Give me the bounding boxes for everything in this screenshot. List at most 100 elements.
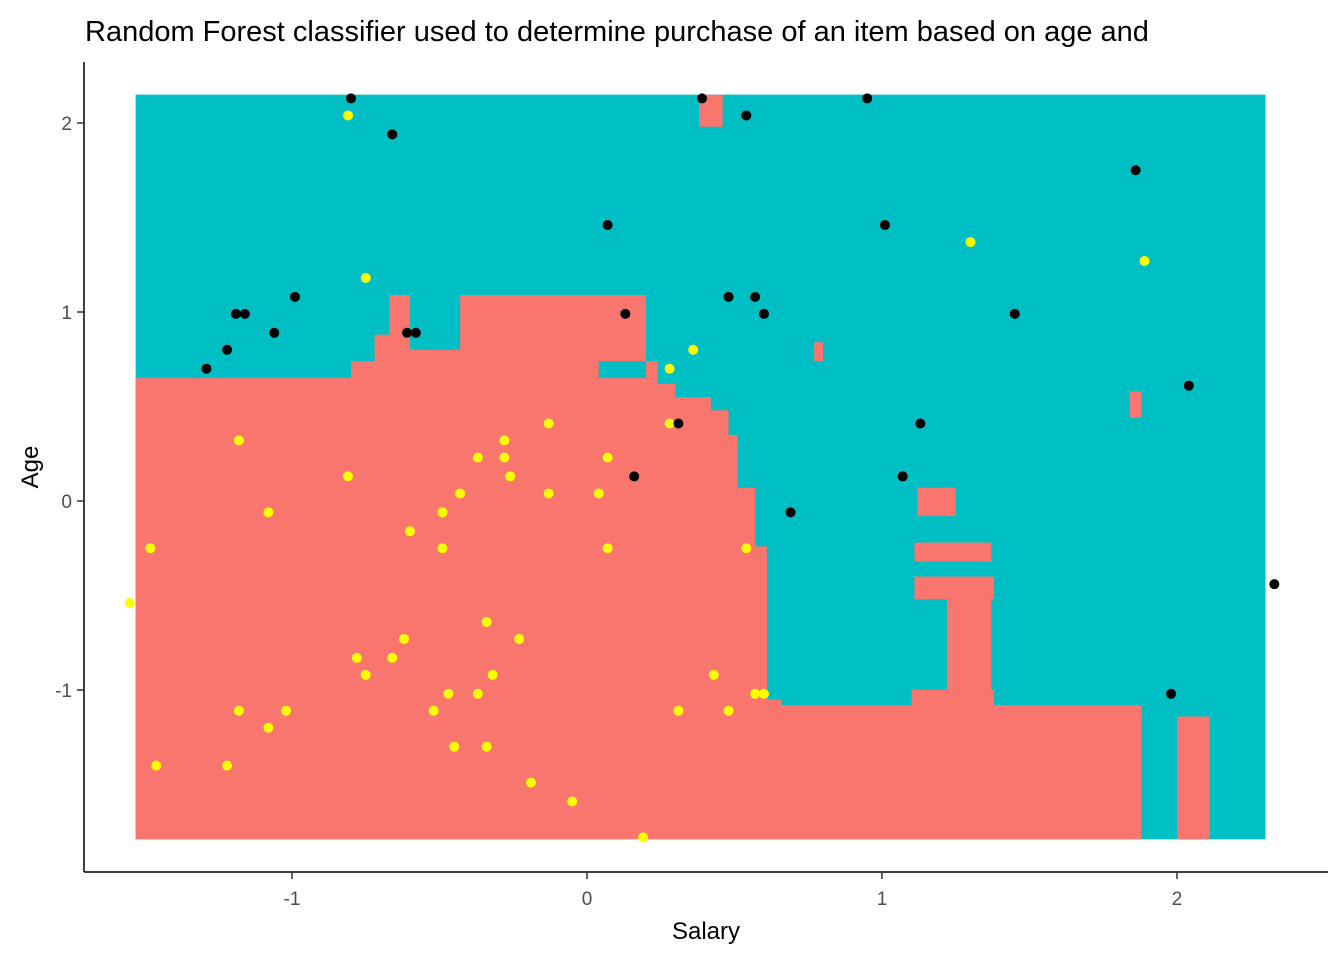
point-class-0 <box>281 705 292 716</box>
point-class-0 <box>472 452 483 463</box>
point-class-1 <box>629 471 640 482</box>
point-class-0 <box>472 688 483 699</box>
point-class-0 <box>543 488 554 499</box>
y-axis-title: Age <box>17 446 44 489</box>
point-class-0 <box>481 741 492 752</box>
point-class-1 <box>269 327 280 338</box>
point-class-1 <box>759 308 769 319</box>
x-tick-label: 2 <box>1172 889 1183 910</box>
point-class-0 <box>487 669 498 680</box>
point-class-0 <box>664 363 675 374</box>
region-class-0-patch-3 <box>917 487 956 517</box>
point-class-0 <box>351 652 362 663</box>
point-class-0 <box>405 526 415 537</box>
region-class-0-patch-4 <box>914 542 992 562</box>
point-class-0 <box>525 777 536 788</box>
point-class-0 <box>263 722 274 733</box>
point-class-1 <box>410 327 421 338</box>
data-points <box>124 93 1280 843</box>
region-class-0-patch-2 <box>1129 391 1142 418</box>
x-axis-title: Salary <box>672 918 740 945</box>
point-class-1 <box>222 344 233 355</box>
point-class-0 <box>145 543 156 554</box>
point-class-0 <box>443 688 454 699</box>
region-class-0-patch-6 <box>946 599 992 690</box>
point-class-0 <box>664 418 675 429</box>
point-class-1 <box>1183 380 1194 391</box>
point-class-0 <box>437 543 448 554</box>
region-class-0-patch-0 <box>699 94 723 127</box>
point-class-1 <box>915 418 926 429</box>
point-class-0 <box>965 237 976 248</box>
point-class-0 <box>567 796 578 807</box>
point-class-0 <box>360 272 371 283</box>
point-class-0 <box>741 543 752 554</box>
point-class-0 <box>124 598 135 609</box>
point-class-0 <box>387 652 398 663</box>
point-class-0 <box>1139 255 1150 266</box>
point-class-1 <box>387 129 398 140</box>
x-axis-ticks: -1 0 1 2 <box>284 872 1183 910</box>
point-class-0 <box>602 452 613 463</box>
point-class-0 <box>723 705 734 716</box>
point-class-1 <box>723 291 734 302</box>
y-tick-label: 1 <box>61 303 72 324</box>
region-class-0-patch-5 <box>914 576 995 600</box>
point-class-0 <box>360 669 371 680</box>
point-class-1 <box>741 110 752 121</box>
region-class-1-patch-0 <box>598 361 646 379</box>
point-class-0 <box>233 705 244 716</box>
point-class-1 <box>239 308 250 319</box>
point-class-1 <box>402 327 413 338</box>
point-class-0 <box>593 488 604 499</box>
point-class-0 <box>638 832 649 843</box>
point-class-1 <box>750 291 761 302</box>
x-tick-label: 0 <box>582 889 593 910</box>
point-class-0 <box>428 705 439 716</box>
region-class-0-patch-7 <box>1177 716 1210 840</box>
point-class-1 <box>602 220 613 231</box>
y-tick-label: -1 <box>55 681 72 702</box>
point-class-1 <box>1009 308 1020 319</box>
x-tick-label: -1 <box>284 889 301 910</box>
point-class-1 <box>879 220 890 231</box>
region-class-0 <box>135 294 1142 840</box>
point-class-1 <box>697 93 708 104</box>
point-class-1 <box>1130 165 1141 176</box>
point-class-0 <box>759 688 769 699</box>
y-tick-label: 0 <box>61 492 72 513</box>
region-class-0-patch-1 <box>814 342 823 362</box>
decision-regions <box>135 94 1266 840</box>
point-class-1 <box>1269 579 1280 590</box>
point-class-1 <box>785 507 796 518</box>
point-class-0 <box>514 633 525 644</box>
point-class-1 <box>289 291 300 302</box>
point-class-1 <box>1166 688 1177 699</box>
point-class-0 <box>750 688 761 699</box>
point-class-1 <box>620 308 631 319</box>
point-class-0 <box>437 507 448 518</box>
point-class-0 <box>602 543 613 554</box>
point-class-0 <box>543 418 554 429</box>
point-class-0 <box>455 488 466 499</box>
point-class-0 <box>399 633 410 644</box>
point-class-1 <box>862 93 873 104</box>
point-class-1 <box>673 418 684 429</box>
point-class-0 <box>263 507 274 518</box>
point-class-0 <box>151 760 162 771</box>
point-class-0 <box>673 705 684 716</box>
point-class-1 <box>346 93 356 104</box>
point-class-0 <box>343 110 354 121</box>
point-class-0 <box>233 435 244 446</box>
point-class-0 <box>222 760 233 771</box>
point-class-1 <box>201 363 212 374</box>
point-class-0 <box>505 471 516 482</box>
point-class-1 <box>230 308 241 319</box>
point-class-1 <box>897 471 908 482</box>
point-class-0 <box>481 616 492 627</box>
point-class-0 <box>449 741 460 752</box>
point-class-0 <box>499 435 510 446</box>
y-axis-ticks: -1 0 1 2 <box>55 114 84 702</box>
chart-title: Random Forest classifier used to determi… <box>85 16 1149 48</box>
